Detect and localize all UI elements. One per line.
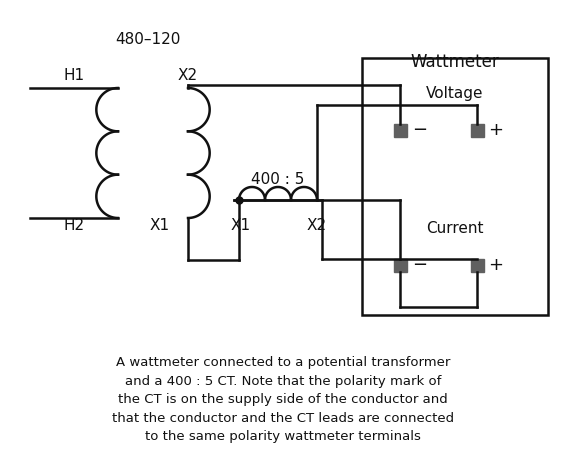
Text: Current: Current bbox=[426, 221, 484, 236]
Text: A wattmeter connected to a potential transformer
and a 400 : 5 CT. Note that the: A wattmeter connected to a potential tra… bbox=[112, 356, 454, 443]
Text: H1: H1 bbox=[64, 68, 84, 83]
Text: X2: X2 bbox=[307, 218, 327, 233]
Text: 480–120: 480–120 bbox=[115, 32, 181, 47]
Text: Voltage: Voltage bbox=[426, 86, 484, 101]
Text: 400 : 5: 400 : 5 bbox=[251, 172, 304, 187]
Text: +: + bbox=[489, 256, 503, 274]
Bar bbox=[471, 123, 484, 136]
Text: −: − bbox=[413, 121, 428, 139]
Text: −: − bbox=[413, 256, 428, 274]
Bar bbox=[393, 123, 407, 136]
Text: Wattmeter: Wattmeter bbox=[411, 53, 500, 71]
Bar bbox=[393, 258, 407, 271]
Text: X1: X1 bbox=[150, 218, 170, 233]
Text: H2: H2 bbox=[64, 218, 84, 233]
Bar bbox=[471, 258, 484, 271]
Text: X1: X1 bbox=[231, 218, 251, 233]
Text: X2: X2 bbox=[178, 68, 198, 83]
Text: +: + bbox=[489, 121, 503, 139]
